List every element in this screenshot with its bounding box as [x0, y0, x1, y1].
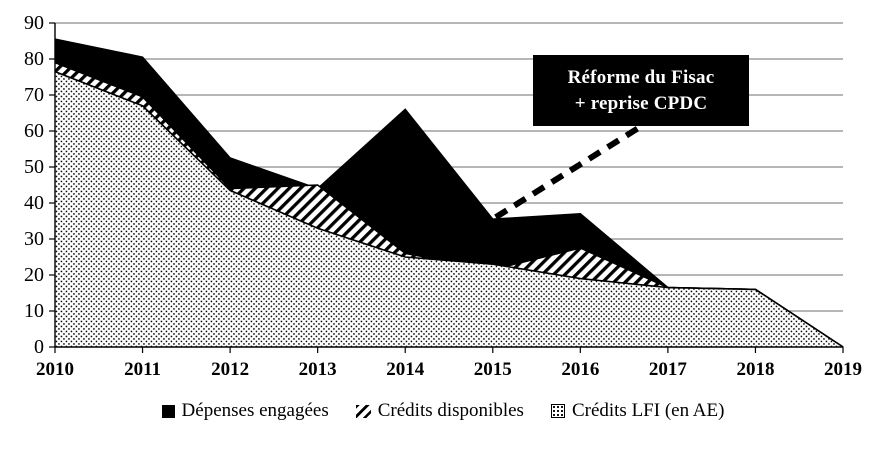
- x-tick-label: 2012: [211, 359, 249, 380]
- y-tick-label: 10: [24, 300, 44, 322]
- legend-marker-dots-icon: [550, 404, 565, 418]
- x-tick-label: 2011: [124, 359, 161, 380]
- outline-credits-lfi: [54, 70, 844, 348]
- legend-label-depenses-engagees: Dépenses engagées: [181, 400, 329, 421]
- y-tick-label: 50: [24, 156, 44, 178]
- x-tick-label: 2015: [474, 359, 512, 380]
- x-tick-label: 2010: [36, 359, 74, 380]
- annotation-line-2: + reprise CPDC: [574, 92, 708, 114]
- x-tick-label: 2013: [299, 359, 337, 380]
- y-tick-label: 80: [24, 48, 44, 70]
- y-tick-label: 90: [24, 12, 44, 34]
- y-tick-label: 40: [24, 192, 44, 214]
- legend-marker-hatch-icon: [355, 404, 371, 418]
- x-tick-label: 2014: [386, 359, 425, 380]
- y-tick-label: 60: [24, 120, 44, 142]
- y-tick-label: 0: [34, 336, 44, 358]
- area-credits-lfi: [55, 71, 843, 347]
- y-tick-label: 70: [24, 84, 44, 106]
- legend-label-credits-lfi: Crédits LFI (en AE): [571, 400, 725, 421]
- annotation-connector-line: [494, 124, 642, 220]
- legend-item-credits-disponibles: Crédits disponibles: [355, 400, 524, 422]
- x-tick-label: 2019: [824, 359, 862, 380]
- y-tick-label: 30: [24, 228, 44, 250]
- chart-legend: Dépenses engagées Crédits disponibles Cr…: [0, 400, 886, 422]
- y-tick-label: 20: [24, 264, 44, 286]
- x-tick-label: 2018: [736, 359, 774, 380]
- annotation-line-1: Réforme du Fisac: [567, 66, 715, 88]
- legend-item-depenses-engagees: Dépenses engagées: [161, 400, 329, 422]
- legend-label-credits-disponibles: Crédits disponibles: [377, 400, 524, 421]
- legend-marker-solid-icon: [161, 404, 175, 418]
- x-tick-label: 2016: [561, 359, 599, 380]
- x-tick-label: 2017: [649, 359, 688, 380]
- legend-item-credits-lfi: Crédits LFI (en AE): [550, 400, 725, 422]
- annotation-callout: Réforme du Fisac + reprise CPDC: [533, 55, 749, 126]
